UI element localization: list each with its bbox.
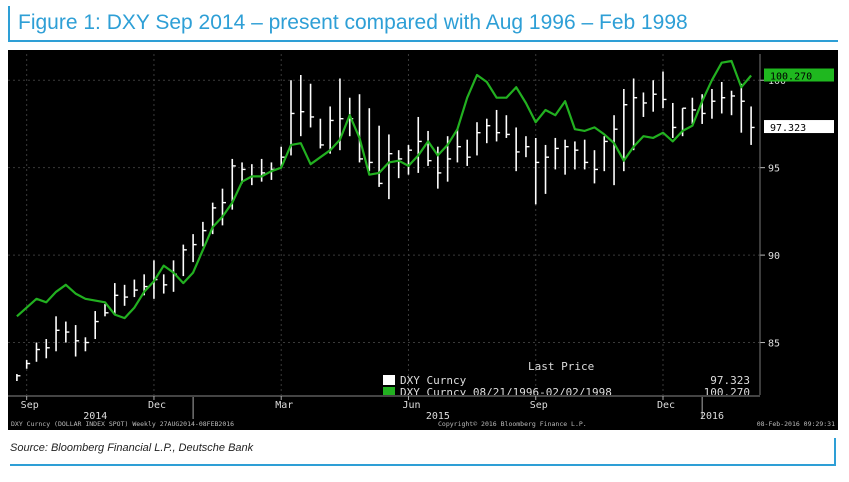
x-tick-label: Sep (530, 400, 548, 411)
dxy-ohlc-series (16, 71, 755, 382)
legend-value: 97.323 (710, 374, 750, 387)
y-tick-label: 90 (768, 251, 780, 262)
last-label-current: 97.323 (770, 123, 806, 134)
source-note: Source: Bloomberg Financial L.P., Deutsc… (10, 442, 254, 454)
y-tick-label: 95 (768, 164, 780, 175)
y-tick-label: 100 (768, 76, 786, 87)
footer-timestamp: 08-Feb-2016 09:29:31 (757, 420, 835, 428)
legend-swatch (383, 375, 395, 385)
comparison-series-line (16, 59, 752, 320)
legend-swatch (383, 387, 395, 397)
footer-security: DXY Curncy (DOLLAR INDEX SPOT) Weekly 27… (11, 420, 234, 428)
x-axis-band (8, 395, 838, 430)
footer-copyright: Copyright© 2016 Bloomberg Finance L.P. (438, 420, 587, 428)
x-year-label: 2014 (83, 411, 107, 422)
legend-header: Last Price (528, 360, 594, 373)
x-tick-label: Dec (148, 400, 166, 411)
last-label-comparison-bg (764, 68, 834, 82)
y-tick-label: 85 (768, 339, 780, 350)
last-label-current-bg (764, 120, 834, 134)
x-tick-label: Dec (657, 400, 675, 411)
figure-title: Figure 1: DXY Sep 2014 – present compare… (18, 11, 688, 34)
bottom-rule (10, 464, 836, 466)
bloomberg-chart: 85 90 95 100 100.270 97.323 Last Price DXY Curn… (8, 50, 838, 430)
x-tick-label: Mar (275, 400, 293, 411)
x-tick-label: Sep (21, 400, 39, 411)
bottom-rule-corner (834, 438, 836, 466)
last-label-comparison: 100.270 (770, 72, 812, 83)
legend-label: DXY Curncy (400, 374, 467, 387)
x-year-label: 2015 (426, 411, 450, 422)
x-year-label: 2016 (700, 411, 724, 422)
figure-title-frame: Figure 1: DXY Sep 2014 – present compare… (8, 6, 838, 42)
x-tick-label: Jun (402, 400, 420, 411)
